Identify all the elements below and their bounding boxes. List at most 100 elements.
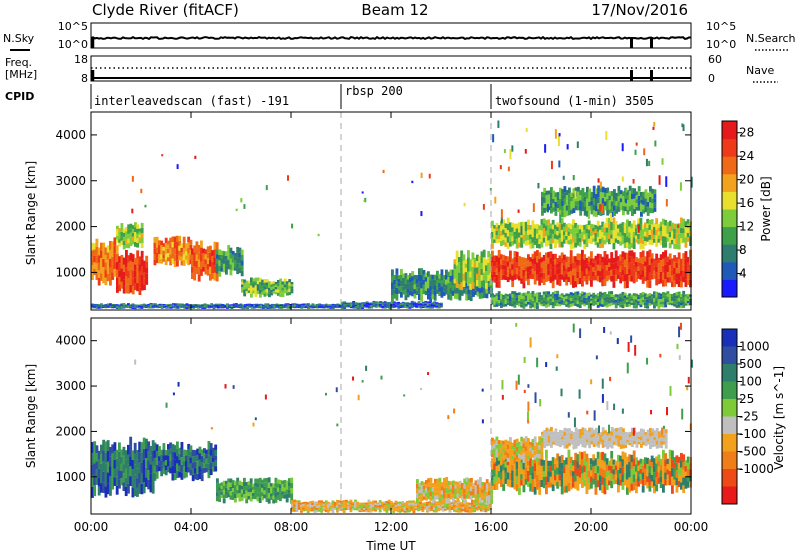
power-echo-cell [551, 301, 555, 306]
power-echo-speck [609, 212, 612, 222]
power-echo-cell [497, 225, 501, 229]
velocity-echo-cell [617, 484, 620, 493]
power-echo-cell [427, 276, 430, 283]
velocity-echo-cell [115, 476, 119, 486]
power-echo-cell [424, 277, 428, 282]
power-echo-cell [124, 307, 128, 309]
power-echo-cell [506, 266, 510, 272]
power-echo-cell [617, 185, 621, 192]
power-echo-cell [127, 285, 131, 294]
power-echo-cell [628, 250, 632, 257]
velocity-echo-cell [686, 456, 690, 463]
velocity-echo-cell [491, 463, 494, 470]
velocity-echo-cell [545, 435, 549, 439]
power-echo-cell [402, 290, 406, 295]
power-echo-cell [381, 305, 385, 308]
power-echo-cell [653, 223, 656, 228]
power-echo-cell [560, 252, 564, 258]
power-echo-cell [189, 244, 193, 250]
power-colorbar-frame [721, 120, 738, 298]
power-echo-cell [635, 202, 639, 207]
power-echo-cell [226, 305, 229, 307]
velocity-echo-cell [477, 508, 481, 511]
velocity-echo-cell [372, 500, 375, 503]
velocity-echo-cell [349, 499, 353, 503]
power-echo-cell [610, 296, 614, 300]
power-echo-cell [536, 228, 539, 234]
power-echo-cell [111, 304, 115, 306]
power-echo-cell [491, 226, 494, 232]
power-echo-cell [275, 306, 279, 308]
power-echo-cell [583, 229, 587, 235]
velocity-echo-cell [619, 455, 623, 462]
velocity-echo-cell [545, 485, 548, 495]
power-echo-cell [377, 302, 380, 304]
power-echo-cell [151, 305, 155, 307]
power-echo-cell [240, 270, 244, 277]
power-echo-cell [436, 280, 439, 285]
velocity-echo-cell [445, 493, 449, 499]
velocity-echo-cell [381, 508, 384, 510]
power-echo-cell [619, 265, 623, 272]
power-echo-cell [659, 296, 663, 299]
velocity-echo-cell [392, 504, 396, 507]
power-echo-cell [413, 303, 416, 305]
power-echo-cell [572, 268, 575, 276]
power-echo-cell [431, 303, 434, 305]
power-echo-cell [610, 230, 614, 235]
velocity-echo-cell [509, 465, 512, 473]
velocity-echo-cell [574, 452, 578, 460]
velocity-echo-cell [164, 470, 168, 476]
velocity-echo-cell [524, 461, 528, 468]
velocity-echo-cell [476, 479, 480, 485]
velocity-echo-cell [189, 469, 193, 476]
power-echo-cell [133, 306, 137, 308]
power-echo-cell [372, 302, 376, 304]
velocity-echo-cell [576, 483, 580, 491]
power-echo-cell [187, 242, 191, 249]
power-echo-cell [201, 306, 205, 308]
power-echo-cell [471, 267, 475, 275]
power-echo-cell [556, 235, 560, 240]
power-echo-cell [102, 304, 106, 306]
power-echo-cell [565, 256, 569, 263]
power-echo-cell [641, 229, 645, 235]
power-echo-cell [549, 276, 553, 283]
velocity-echo-cell [283, 494, 287, 499]
velocity-echo-cell [551, 470, 555, 478]
velocity-echo-cell [628, 454, 632, 463]
velocity-echo-cell [572, 445, 576, 450]
velocity-echo-cell [167, 455, 170, 462]
power-echo-cell [515, 233, 519, 239]
power-echo-cell [283, 287, 287, 291]
velocity-echo-cell [347, 501, 351, 503]
velocity-echo-cell [430, 507, 434, 510]
power-echo-cell [677, 291, 681, 295]
power-echo-cell [531, 297, 535, 301]
power-echo-cell [579, 210, 583, 216]
power-echo-cell [680, 281, 683, 288]
power-echo-cell [606, 187, 610, 194]
power-echo-cell [211, 250, 215, 256]
power-echo-cell [200, 268, 203, 276]
power-echo-cell [217, 307, 220, 309]
velocity-echo-cell [511, 470, 515, 477]
power-echo-cell [235, 306, 238, 308]
power-echo-cell [623, 242, 627, 248]
velocity-echo-cell [655, 477, 659, 485]
power-echo-cell [637, 301, 641, 304]
power-echo-cell [655, 291, 659, 295]
velocity-echo-cell [474, 485, 478, 490]
velocity-echo-cell [243, 481, 246, 486]
power-echo-cell [286, 307, 290, 309]
power-echo-cell [420, 281, 424, 289]
power-echo-cell [506, 296, 510, 299]
power-echo-cell [437, 306, 441, 308]
power-echo-speck [546, 203, 549, 213]
power-echo-cell [506, 302, 510, 305]
power-echo-cell [162, 258, 166, 262]
power-echo-cell [436, 284, 439, 290]
power-echo-cell [617, 296, 620, 299]
power-echo-cell [556, 230, 560, 236]
power-echo-cell [648, 295, 652, 299]
